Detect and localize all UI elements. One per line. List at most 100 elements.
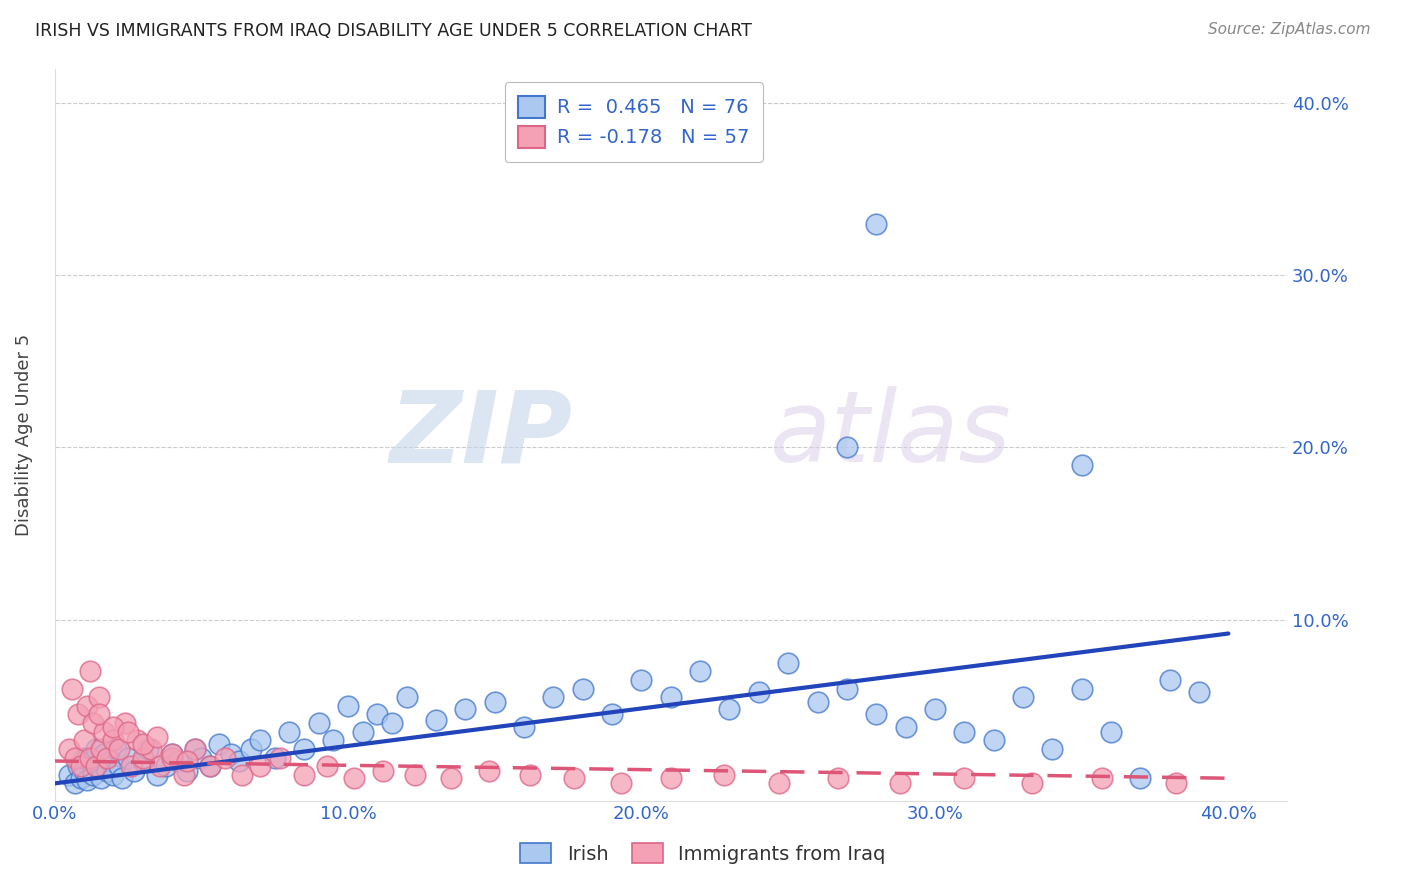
Point xyxy=(98,754,121,768)
Point xyxy=(513,720,536,734)
Point xyxy=(105,742,128,756)
Point xyxy=(748,685,770,699)
Point xyxy=(219,747,242,761)
Point xyxy=(176,764,198,779)
Point xyxy=(87,690,110,705)
Point xyxy=(1099,724,1122,739)
Point xyxy=(103,768,125,782)
Point xyxy=(82,768,104,782)
Legend: R =  0.465   N = 76, R = -0.178   N = 57: R = 0.465 N = 76, R = -0.178 N = 57 xyxy=(505,82,763,161)
Point xyxy=(82,716,104,731)
Legend: Irish, Immigrants from Iraq: Irish, Immigrants from Iraq xyxy=(512,836,894,871)
Point xyxy=(190,750,212,764)
Point xyxy=(114,716,136,731)
Point xyxy=(108,742,131,756)
Point xyxy=(1070,681,1092,696)
Text: IRISH VS IMMIGRANTS FROM IRAQ DISABILITY AGE UNDER 5 CORRELATION CHART: IRISH VS IMMIGRANTS FROM IRAQ DISABILITY… xyxy=(35,22,752,40)
Point xyxy=(806,695,828,709)
Point xyxy=(160,747,183,761)
Point xyxy=(768,776,790,790)
Point xyxy=(108,759,131,773)
Point xyxy=(395,690,418,705)
Point xyxy=(146,730,169,744)
Point xyxy=(160,747,183,761)
Point xyxy=(484,695,506,709)
Point xyxy=(70,759,93,773)
Point xyxy=(93,747,115,761)
Point xyxy=(316,759,339,773)
Point xyxy=(718,702,741,716)
Point xyxy=(308,716,330,731)
Point xyxy=(1164,776,1187,790)
Point xyxy=(894,720,917,734)
Point xyxy=(659,690,682,705)
Point xyxy=(835,441,858,455)
Point xyxy=(249,759,271,773)
Point xyxy=(352,724,374,739)
Point xyxy=(292,742,315,756)
Point xyxy=(120,759,142,773)
Point xyxy=(111,771,134,785)
Point xyxy=(103,720,125,734)
Point xyxy=(79,750,101,764)
Point xyxy=(571,681,593,696)
Point xyxy=(208,737,231,751)
Point xyxy=(827,771,849,785)
Point xyxy=(176,754,198,768)
Point xyxy=(73,764,96,779)
Point xyxy=(953,724,976,739)
Text: atlas: atlas xyxy=(769,386,1011,483)
Point xyxy=(478,764,501,779)
Point xyxy=(1188,685,1211,699)
Point xyxy=(66,759,89,773)
Point xyxy=(96,764,118,779)
Point xyxy=(263,750,285,764)
Point xyxy=(160,750,183,764)
Point xyxy=(440,771,463,785)
Point xyxy=(66,707,89,722)
Point xyxy=(198,759,221,773)
Point xyxy=(87,707,110,722)
Point xyxy=(953,771,976,785)
Point xyxy=(131,750,153,764)
Point xyxy=(269,750,291,764)
Point xyxy=(322,733,344,747)
Point xyxy=(63,776,86,790)
Point xyxy=(122,764,145,779)
Point xyxy=(198,759,221,773)
Point xyxy=(155,759,177,773)
Point xyxy=(79,665,101,679)
Point xyxy=(1091,771,1114,785)
Point xyxy=(543,690,565,705)
Point xyxy=(835,681,858,696)
Point xyxy=(659,771,682,785)
Point xyxy=(1012,690,1035,705)
Point xyxy=(865,707,887,722)
Point xyxy=(184,742,207,756)
Point xyxy=(173,768,195,782)
Point xyxy=(610,776,633,790)
Point xyxy=(889,776,911,790)
Point xyxy=(131,754,153,768)
Point xyxy=(1129,771,1152,785)
Point xyxy=(73,733,96,747)
Point xyxy=(778,656,800,670)
Point xyxy=(240,742,263,756)
Point xyxy=(60,681,83,696)
Point xyxy=(96,750,118,764)
Point xyxy=(865,217,887,231)
Point xyxy=(1021,776,1043,790)
Point xyxy=(70,771,93,785)
Point xyxy=(278,724,301,739)
Point xyxy=(166,754,188,768)
Point xyxy=(93,724,115,739)
Point xyxy=(84,759,107,773)
Point xyxy=(231,768,253,782)
Point xyxy=(425,713,447,727)
Point xyxy=(228,754,250,768)
Point xyxy=(117,724,139,739)
Point xyxy=(146,768,169,782)
Point xyxy=(337,698,360,713)
Point xyxy=(125,733,148,747)
Point xyxy=(141,742,163,756)
